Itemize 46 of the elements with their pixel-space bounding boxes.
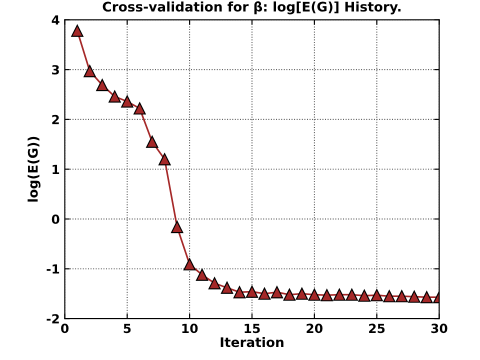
- x-axis-title: Iteration: [220, 336, 284, 348]
- point: [196, 268, 208, 281]
- point: [208, 277, 221, 290]
- point: [84, 64, 96, 78]
- point: [296, 288, 308, 300]
- point: [346, 288, 358, 301]
- point: [308, 288, 321, 301]
- point: [283, 288, 296, 301]
- x-tick-label: 0: [61, 324, 69, 334]
- point: [320, 289, 333, 302]
- chart-title: Cross-validation for β: log[E(G)] History.: [102, 1, 401, 14]
- y-axis-title: log(E(G)): [28, 136, 40, 202]
- point: [270, 286, 284, 298]
- y-tick-label: -1: [46, 264, 60, 274]
- point: [370, 289, 383, 302]
- point: [158, 153, 171, 166]
- point: [246, 286, 258, 298]
- y-tick-label: -2: [46, 314, 59, 324]
- point: [396, 290, 408, 302]
- point: [233, 286, 246, 298]
- x-tick-label: 30: [431, 324, 448, 334]
- y-tick-label: 1: [52, 164, 60, 174]
- point: [358, 290, 370, 302]
- point: [220, 282, 234, 294]
- point: [383, 290, 396, 302]
- x-tick-label: 25: [369, 324, 385, 334]
- point: [408, 290, 420, 303]
- point: [183, 258, 196, 270]
- x-tick-label: 5: [124, 324, 131, 334]
- point: [333, 288, 346, 301]
- x-tick-label: 20: [306, 324, 322, 334]
- point: [134, 102, 146, 115]
- point: [258, 288, 271, 300]
- point: [171, 220, 184, 234]
- point: [420, 291, 433, 304]
- point: [71, 24, 84, 37]
- point: [108, 90, 121, 103]
- point: [121, 95, 134, 108]
- y-tick-label: 3: [52, 65, 59, 75]
- y-tick-label: 0: [52, 214, 60, 224]
- x-tick-label: 15: [244, 324, 260, 334]
- x-tick-label: 10: [182, 324, 198, 334]
- point: [146, 136, 158, 148]
- point: [96, 78, 108, 92]
- y-tick-label: 2: [52, 114, 59, 124]
- y-tick-label: 4: [52, 15, 60, 25]
